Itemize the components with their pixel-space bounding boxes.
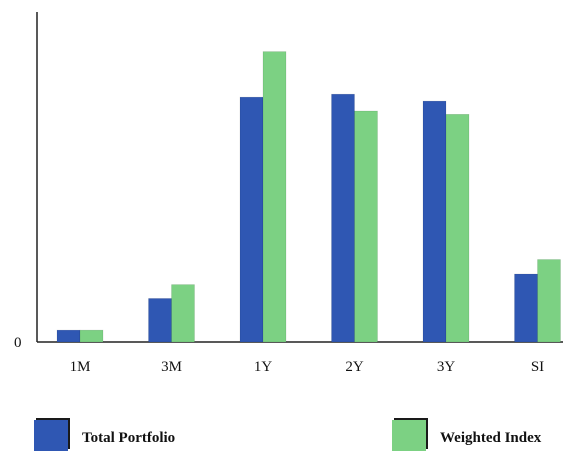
x-tick-label-si: SI xyxy=(531,359,544,375)
x-tick-label-1m: 1M xyxy=(70,359,91,375)
bar-weighted-index-3m xyxy=(171,284,195,343)
legend-label-weighted-index: Weighted Index xyxy=(440,430,542,446)
legend-label-total-portfolio: Total Portfolio xyxy=(82,430,175,446)
x-tick-labels: 1M 3M 1Y 2Y 3Y SI xyxy=(70,359,545,375)
bar-weighted-index-1m xyxy=(79,329,104,343)
bar-weighted-index-2y xyxy=(354,110,378,343)
bar-weighted-index-si xyxy=(537,259,561,343)
legend-swatch-weighted-index xyxy=(392,420,426,451)
bar-weighted-index-3y xyxy=(445,114,470,343)
bar-weighted-index-1y xyxy=(262,51,287,343)
legend: Total Portfolio Weighted Index xyxy=(34,418,542,451)
bar-total-portfolio-3y xyxy=(422,100,447,343)
bars xyxy=(56,51,561,343)
bar-total-portfolio-1m xyxy=(56,329,81,343)
x-tick-label-3y: 3Y xyxy=(437,359,456,375)
x-tick-label-3m: 3M xyxy=(161,359,182,375)
bar-total-portfolio-1y xyxy=(239,96,264,343)
x-tick-label-1y: 1Y xyxy=(254,359,273,375)
axes: 0 xyxy=(14,12,563,351)
bar-total-portfolio-si xyxy=(514,273,538,343)
bar-total-portfolio-2y xyxy=(331,93,355,343)
bar-total-portfolio-3m xyxy=(148,298,172,343)
y-tick-label-zero: 0 xyxy=(14,335,22,351)
x-tick-label-2y: 2Y xyxy=(345,359,364,375)
legend-swatch-total-portfolio xyxy=(34,420,68,451)
